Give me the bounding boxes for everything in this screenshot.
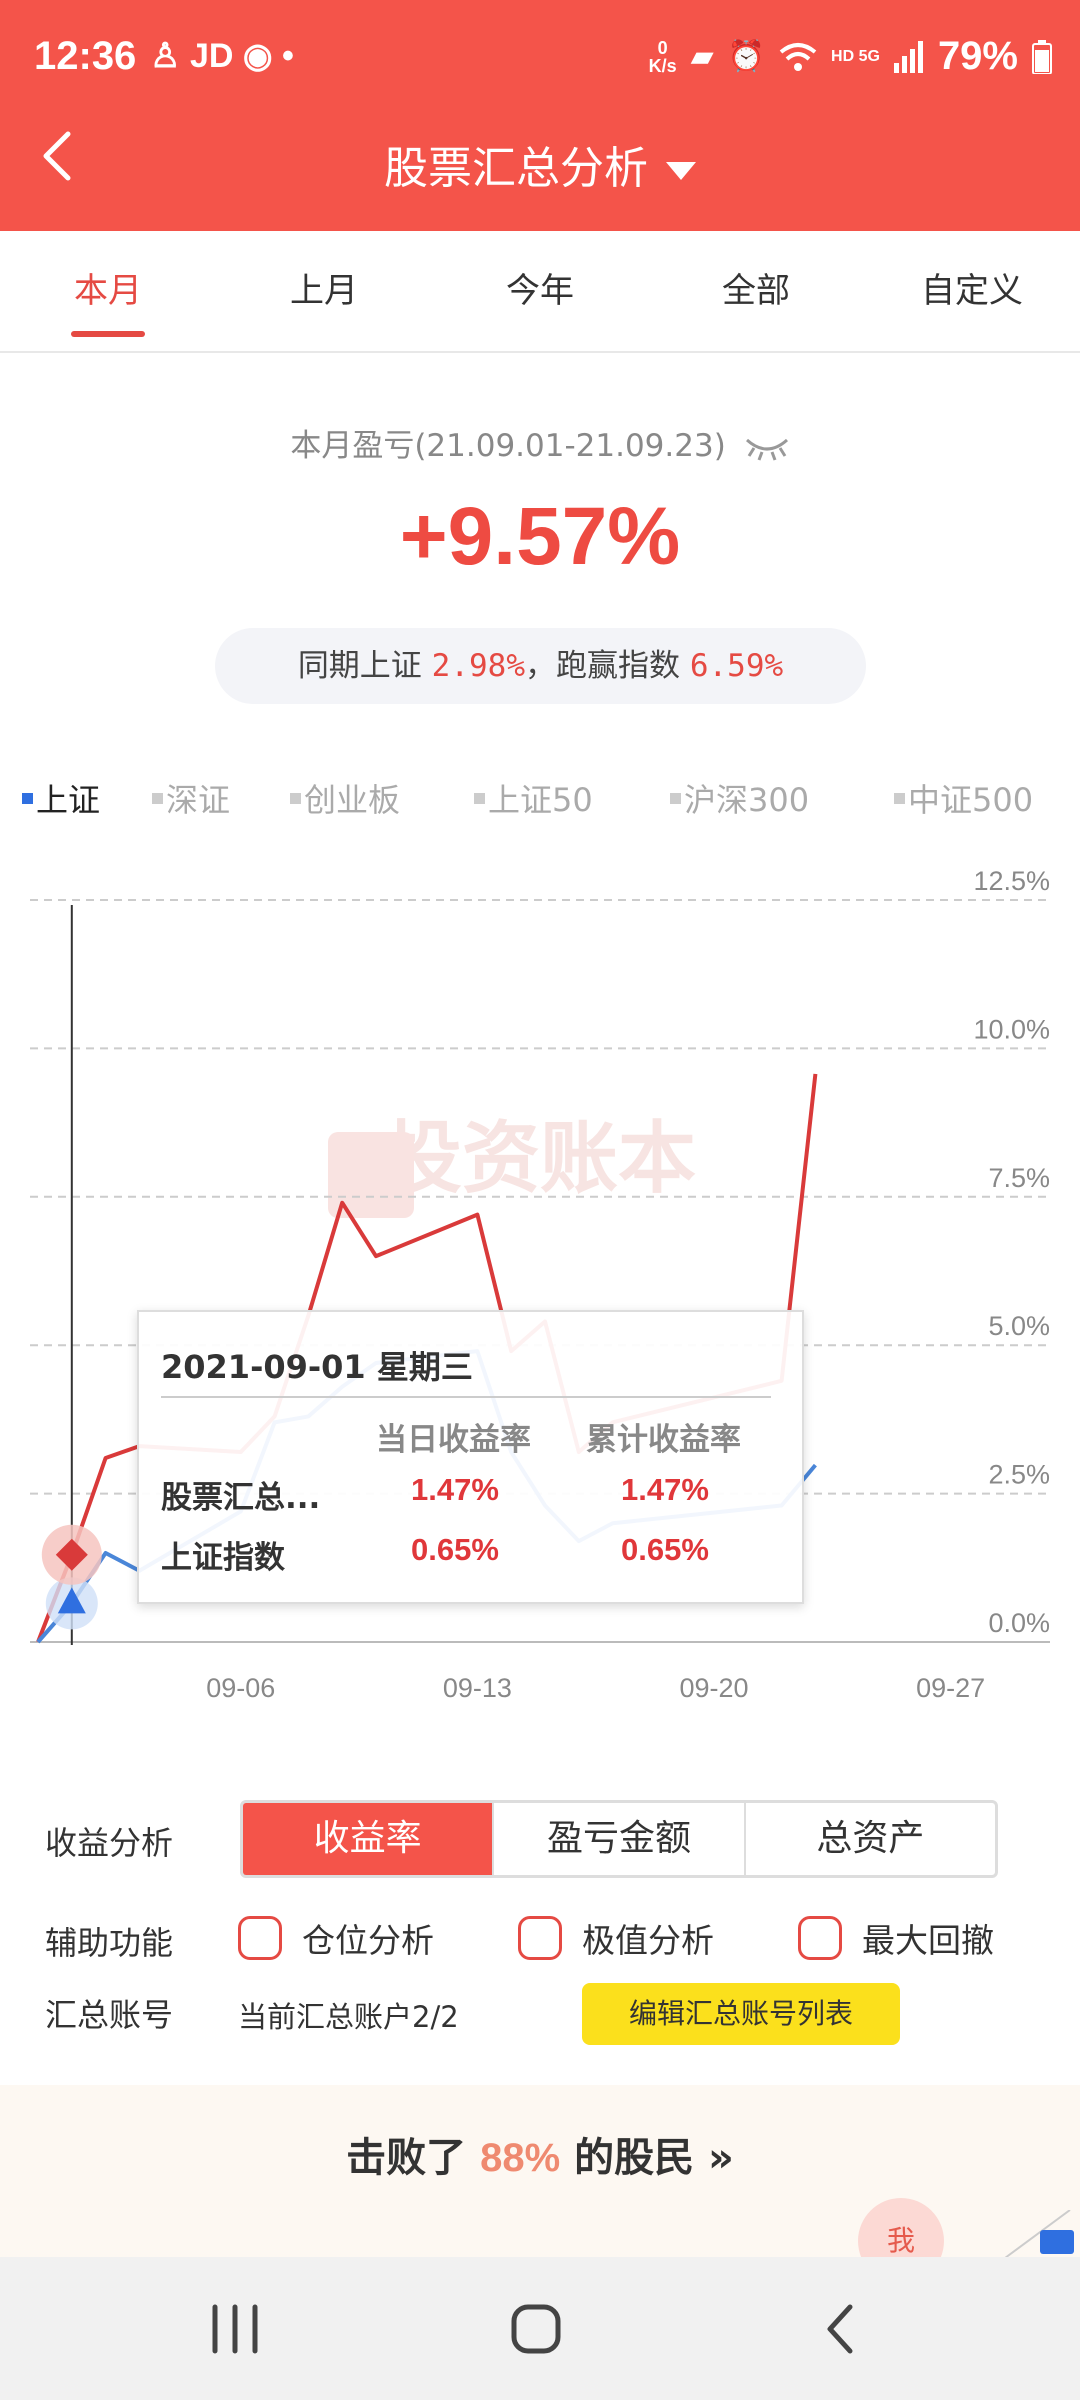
tab-custom[interactable]: 自定义: [921, 271, 1023, 311]
tooltip-row-cumulative: 0.65%: [621, 1532, 709, 1567]
signal-icon: [893, 40, 923, 73]
dropdown-caret-icon: [666, 162, 696, 180]
tooltip-row-name: 上证指数: [161, 1540, 285, 1576]
status-right: 0 K/s ▰ ⏰ HD 5G 79%: [649, 34, 1052, 79]
segment-total-assets[interactable]: 总资产: [743, 1803, 995, 1875]
watermark-text: 投资账本: [384, 1114, 696, 1204]
chart-tooltip: 2021-09-01 星期三 当日收益率 累计收益率 股票汇总... 1.47%…: [137, 1310, 804, 1604]
notification-icons: ♙ JD ◉ •: [150, 36, 294, 76]
checkbox-max-drawdown[interactable]: 最大回撤: [798, 1914, 994, 1962]
segment-profit-amount[interactable]: 盈亏金额: [492, 1803, 743, 1875]
tooltip-header-daily: 当日收益率: [376, 1422, 531, 1458]
person-icon: ♙: [150, 37, 181, 75]
page-title[interactable]: 股票汇总分析: [0, 132, 1080, 196]
alarm-icon: ⏰: [727, 40, 766, 73]
checkbox-icon: [238, 1916, 282, 1960]
back-icon[interactable]: [30, 126, 90, 186]
aux-function-label: 辅助功能: [45, 1924, 174, 1962]
corner-folder-icon[interactable]: [1000, 2210, 1080, 2260]
weibo-icon: ◉: [242, 37, 273, 75]
index-marker: [57, 1587, 86, 1614]
x-tick-label: 09-20: [679, 1673, 748, 1700]
status-time: 12:36: [34, 34, 137, 78]
y-tick-label: 5.0%: [988, 1311, 1050, 1341]
checkbox-icon: [518, 1916, 562, 1960]
checkbox-icon: [798, 1916, 842, 1960]
tooltip-date: 2021-09-01 星期三: [161, 1348, 473, 1386]
segment-return-rate[interactable]: 收益率: [243, 1803, 493, 1875]
tooltip-row-cumulative: 1.47%: [621, 1472, 709, 1507]
index-tab-sse50[interactable]: 上证50: [474, 775, 593, 821]
beat-index-value: 6.59%: [689, 648, 784, 684]
portfolio-marker: [55, 1538, 88, 1571]
folder-icon: ▰: [690, 40, 714, 73]
battery-icon: [1032, 39, 1052, 74]
nav-bar: 股票汇总分析: [0, 120, 1080, 231]
index-return: 2.98%: [431, 648, 525, 684]
index-tab-chinext[interactable]: 创业板: [290, 775, 400, 821]
checkbox-extreme-analysis[interactable]: 极值分析: [518, 1914, 714, 1962]
double-chevron-icon: »: [708, 2135, 734, 2181]
compare-pill: 同期上证 2.98%，跑赢指数 6.59%: [215, 628, 866, 704]
tooltip-row-daily: 1.47%: [411, 1472, 499, 1507]
watermark-logo: [328, 1132, 414, 1218]
period-tabs: 本月 上月 今年 全部 自定义: [0, 231, 1080, 353]
profit-analysis-label: 收益分析: [45, 1824, 174, 1862]
index-tab-csi500[interactable]: 中证500: [894, 775, 1033, 821]
network-speed: 0 K/s: [648, 37, 677, 76]
tab-all[interactable]: 全部: [722, 271, 790, 311]
system-nav-bar: [0, 2257, 1080, 2400]
home-icon[interactable]: [506, 2299, 566, 2359]
account-value: 当前汇总账户2/2: [238, 2000, 459, 2034]
checkbox-position-analysis[interactable]: 仓位分析: [238, 1914, 434, 1962]
x-tick-label: 09-06: [206, 1673, 275, 1700]
tab-last-month[interactable]: 上月: [290, 271, 358, 311]
app-header: 12:36 ♙ JD ◉ • 0 K/s ▰ ⏰ HD 5G 79% 股票汇总分析: [0, 0, 1080, 231]
dot-icon: •: [281, 37, 294, 75]
profit-percentage: +9.57%: [399, 491, 681, 582]
account-label: 汇总账号: [45, 1996, 174, 2034]
index-tab-shenzhen[interactable]: 深证: [152, 775, 230, 821]
tooltip-row-daily: 0.65%: [411, 1532, 499, 1567]
index-tab-shanghai[interactable]: 上证: [22, 775, 100, 821]
tab-this-month[interactable]: 本月: [0, 231, 216, 351]
index-tab-csi300[interactable]: 沪深300: [670, 775, 809, 821]
y-tick-label: 0.0%: [988, 1608, 1050, 1638]
y-tick-label: 10.0%: [973, 1014, 1050, 1044]
back-nav-icon[interactable]: [812, 2299, 872, 2359]
tooltip-header-cumulative: 累计收益率: [586, 1422, 741, 1458]
hd-5g-icon: HD 5G: [831, 47, 880, 65]
wifi-icon: [779, 42, 817, 71]
recent-apps-icon[interactable]: [205, 2299, 265, 2359]
x-tick-label: 09-27: [916, 1673, 985, 1700]
y-tick-label: 12.5%: [973, 866, 1050, 896]
battery-level: 79%: [937, 34, 1018, 78]
x-tick-label: 09-13: [443, 1673, 512, 1700]
edit-accounts-button[interactable]: 编辑汇总账号列表: [582, 1983, 900, 2045]
period-label: 本月盈亏(21.09.01-21.09.23): [0, 420, 1080, 465]
jd-icon: JD: [189, 37, 234, 75]
y-tick-label: 7.5%: [988, 1163, 1050, 1193]
tooltip-row-name: 股票汇总...: [161, 1480, 321, 1516]
status-bar: 12:36 ♙ JD ◉ • 0 K/s ▰ ⏰ HD 5G 79%: [0, 0, 1080, 120]
y-tick-label: 2.5%: [988, 1460, 1050, 1490]
beat-percentage: 88%: [480, 2136, 561, 2180]
metric-segmented-control: 收益率 盈亏金额 总资产: [240, 1800, 998, 1878]
tab-this-year[interactable]: 今年: [506, 271, 574, 311]
eye-closed-icon[interactable]: [744, 434, 790, 462]
